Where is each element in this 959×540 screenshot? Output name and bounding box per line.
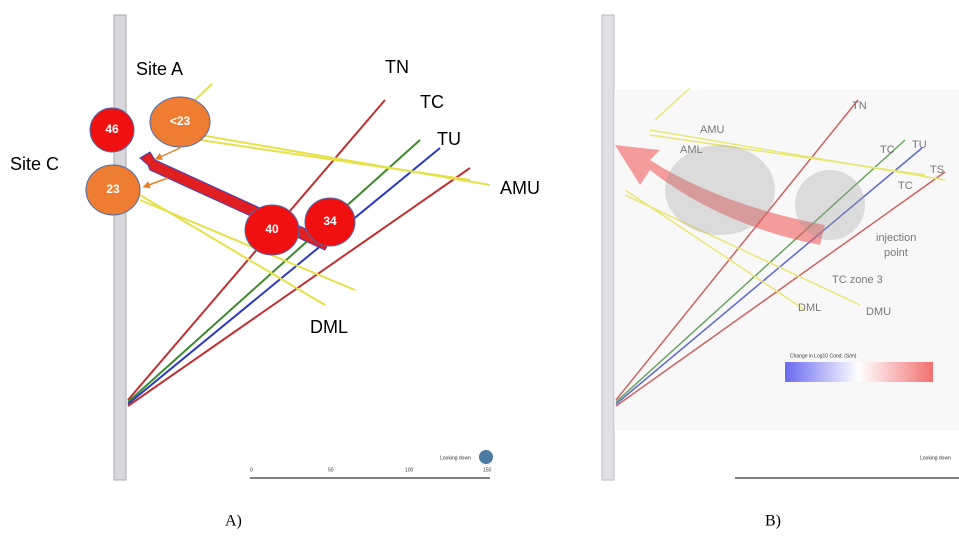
orientation-globe xyxy=(479,450,493,464)
b-label: DML xyxy=(798,302,821,314)
figure: 46 <23 23 40 34 Site A Site C TN TC TU A… xyxy=(0,0,959,535)
colorbar xyxy=(785,362,933,382)
arrow xyxy=(146,178,168,186)
scale-label: 100 xyxy=(405,467,414,473)
plume xyxy=(665,145,775,235)
panel-b: AMU AML TN TC TU TS TC injection point T… xyxy=(602,15,959,530)
panel-a: 46 <23 23 40 34 Site A Site C TN TC TU A… xyxy=(10,15,540,530)
b-label: AMU xyxy=(700,124,725,136)
wellbore xyxy=(602,15,614,480)
b-label: TS xyxy=(930,164,944,176)
well-label: AMU xyxy=(500,178,540,198)
bubble-label: 46 xyxy=(105,122,119,136)
bubble-label: <23 xyxy=(170,114,191,128)
scale-label: 50 xyxy=(328,467,334,473)
well-label: DML xyxy=(310,317,348,337)
bubble-label: 34 xyxy=(323,214,337,228)
b-label: TC zone 3 xyxy=(832,274,883,286)
well-label: TC xyxy=(420,92,444,112)
colorbar-title: Change in Log10 Cond. (S/m) xyxy=(790,353,857,359)
caption: B) xyxy=(765,513,781,530)
flow-arrow xyxy=(140,152,330,250)
wellbore xyxy=(114,15,126,480)
scale-label: 150 xyxy=(483,467,492,473)
caption: A) xyxy=(225,513,242,530)
b-label: point xyxy=(884,247,908,259)
scale-label: 0 xyxy=(250,467,253,473)
b-label: injection xyxy=(876,232,916,244)
well-label: TU xyxy=(437,129,461,149)
orientation-label: Looking down xyxy=(440,455,471,461)
site-label: Site C xyxy=(10,154,59,174)
bubble-label: 40 xyxy=(265,222,279,236)
site-label: Site A xyxy=(136,59,183,79)
b-label: TC xyxy=(898,180,913,192)
b-label: TC xyxy=(880,144,895,156)
b-label: TN xyxy=(852,100,867,112)
plume xyxy=(795,170,865,240)
b-label: TU xyxy=(912,139,927,151)
bubble-label: 23 xyxy=(106,182,120,196)
arrow xyxy=(158,148,180,158)
b-label: AML xyxy=(680,144,703,156)
b-label: DMU xyxy=(866,306,891,318)
well-label: TN xyxy=(385,57,409,77)
orientation-label: Looking down xyxy=(920,455,951,461)
